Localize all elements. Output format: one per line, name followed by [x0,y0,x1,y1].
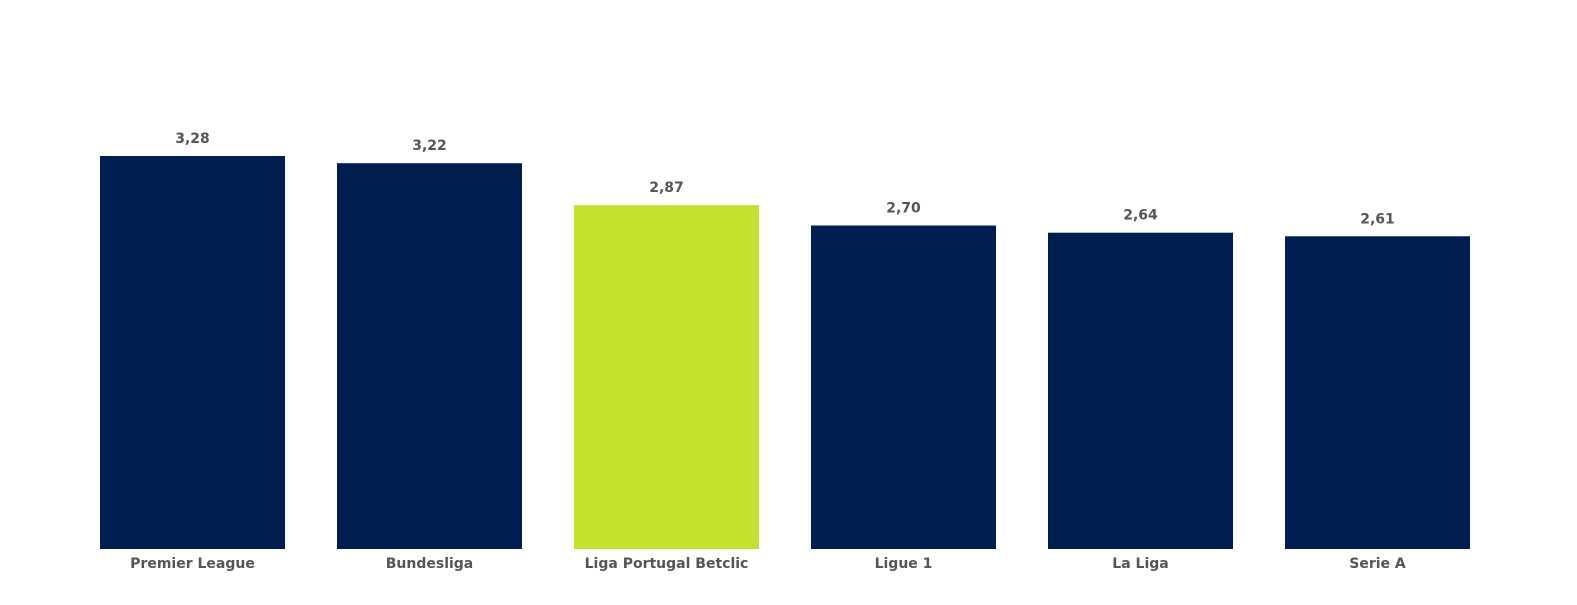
x-tick-label: Serie A [1349,556,1406,572]
bar [574,205,759,549]
x-tick-label: La Liga [1112,556,1168,572]
x-tick-label: Premier League [130,556,255,572]
bar [337,163,522,549]
bar [1285,236,1470,549]
x-tick-label: Liga Portugal Betclic [585,556,749,572]
x-tick-label: Ligue 1 [875,556,933,572]
value-label: 2,61 [1360,211,1395,227]
bar [1048,232,1233,549]
bar [811,225,996,549]
bar [100,156,285,549]
value-label: 2,87 [649,180,684,196]
x-tick-label: Bundesliga [386,556,474,572]
value-label: 2,70 [886,200,921,216]
value-label: 2,64 [1123,208,1158,224]
value-label: 3,22 [412,138,447,154]
value-label: 3,28 [175,131,210,147]
